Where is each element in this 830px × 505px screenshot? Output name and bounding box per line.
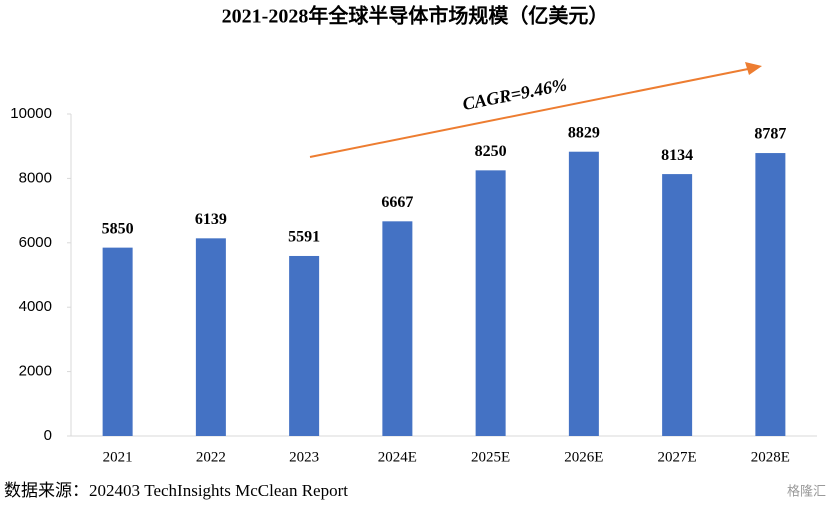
bar [755, 153, 786, 436]
y-tick-label: 2000 [19, 363, 52, 380]
cagr-arrow [309, 68, 749, 158]
y-tick-label: 10000 [10, 105, 52, 122]
x-tick-label: 2024E [378, 449, 417, 465]
source-note: 数据来源：202403 TechInsights McClean Report [4, 481, 348, 500]
cagr-arrow-head [745, 62, 762, 75]
y-tick-label: 6000 [19, 234, 52, 251]
data-label: 6139 [195, 211, 227, 228]
x-tick-label: 2026E [564, 449, 603, 465]
x-tick-label: 2027E [658, 449, 697, 465]
bar [662, 174, 693, 436]
y-tick-label: 4000 [19, 298, 52, 315]
bar [195, 238, 226, 436]
x-tick-label: 2021 [103, 449, 133, 465]
data-label: 8134 [661, 147, 693, 164]
data-label: 5591 [288, 229, 320, 246]
data-label: 8250 [475, 143, 507, 160]
data-label: 6667 [381, 194, 413, 211]
data-label: 5850 [102, 220, 134, 237]
bar [102, 247, 133, 436]
x-tick-label: 2022 [196, 449, 226, 465]
bar [289, 255, 320, 436]
bar [382, 221, 413, 436]
bar [475, 170, 506, 436]
bar [568, 151, 599, 436]
data-label: 8829 [568, 124, 600, 141]
x-tick-label: 2025E [471, 449, 510, 465]
watermark: 格隆汇 [787, 483, 826, 498]
y-tick-label: 8000 [19, 169, 52, 186]
y-tick-label: 0 [44, 427, 52, 444]
data-label: 8787 [754, 126, 786, 143]
x-tick-label: 2028E [751, 449, 790, 465]
x-tick-label: 2023 [289, 449, 319, 465]
chart-title: 2021-2028年全球半导体市场规模（亿美元） [222, 4, 609, 28]
